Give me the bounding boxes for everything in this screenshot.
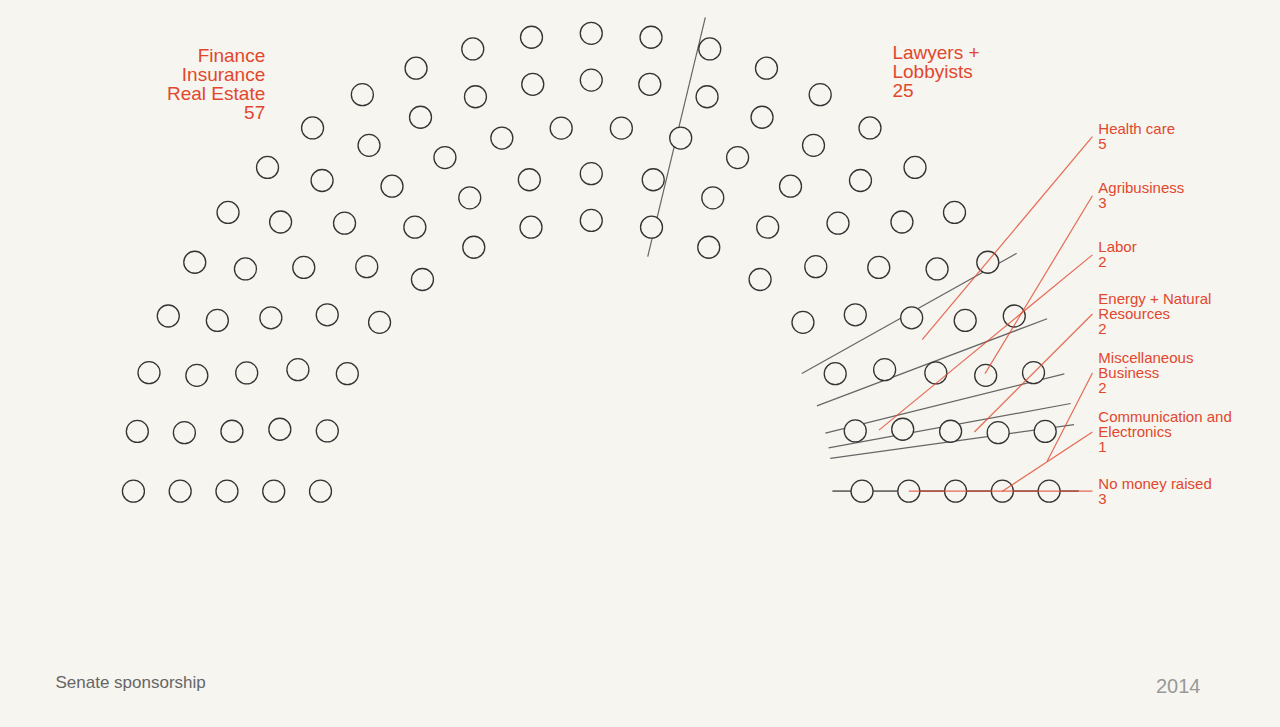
svg-text:2014: 2014 xyxy=(1156,675,1201,697)
svg-text:Lawyers +Lobbyists25: Lawyers +Lobbyists25 xyxy=(892,42,979,101)
svg-text:Health care5: Health care5 xyxy=(1098,120,1175,152)
svg-text:Labor2: Labor2 xyxy=(1098,238,1136,270)
svg-text:Communication andElectronics1: Communication andElectronics1 xyxy=(1098,408,1231,455)
svg-text:Agribusiness3: Agribusiness3 xyxy=(1098,179,1184,211)
svg-text:Senate sponsorship: Senate sponsorship xyxy=(56,673,206,692)
svg-text:MiscellaneousBusiness2: MiscellaneousBusiness2 xyxy=(1098,349,1193,396)
svg-text:Energy + NaturalResources2: Energy + NaturalResources2 xyxy=(1098,290,1211,337)
svg-text:FinanceInsuranceReal Estate57: FinanceInsuranceReal Estate57 xyxy=(167,45,265,123)
svg-text:No money raised3: No money raised3 xyxy=(1098,474,1211,506)
